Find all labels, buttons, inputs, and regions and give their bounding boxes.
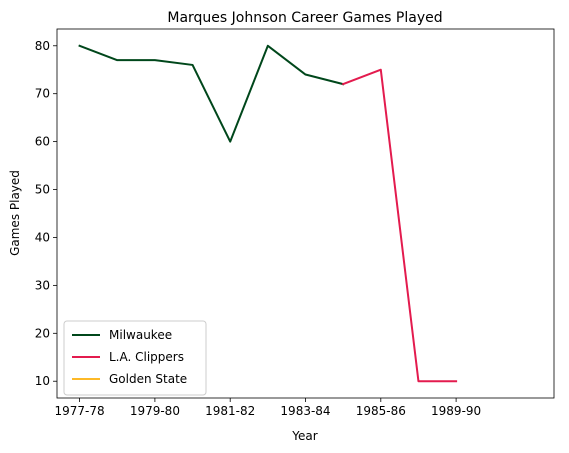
series-line-milwaukee: [78, 44, 345, 143]
series-line-l-a-clippers: [341, 68, 458, 383]
x-tick-label: 1983-84: [280, 404, 330, 418]
legend: Milwaukee L.A. Clippers Golden State: [63, 320, 207, 396]
plot-area: [78, 44, 458, 383]
legend-label: Milwaukee: [109, 328, 172, 342]
x-tick-label: 1981-82: [205, 404, 255, 418]
y-tick-label: 70: [35, 87, 50, 101]
y-tick-label: 20: [35, 326, 50, 340]
y-tick-label: 60: [35, 135, 50, 149]
x-tick-label: 1977-78: [55, 404, 105, 418]
x-tick-label: 1979-80: [130, 404, 180, 418]
y-tick-label: 50: [35, 183, 50, 197]
y-axis-ticks: 10 20 30 40 50 60 70 80: [35, 39, 57, 388]
x-axis-ticks: 1977-78 1979-80 1981-82 1983-84 1985-86 1989-…: [55, 398, 481, 418]
y-tick-label: 80: [35, 39, 50, 53]
y-tick-label: 10: [35, 374, 50, 388]
y-tick-label: 40: [35, 230, 50, 244]
legend-label: Golden State: [109, 372, 187, 386]
legend-label: L.A. Clippers: [109, 350, 184, 364]
y-axis-label: Games Played: [8, 170, 22, 256]
legend-box: [63, 320, 207, 396]
x-tick-label: 1989-90: [431, 404, 481, 418]
x-tick-label: 1985-86: [356, 404, 406, 418]
y-tick-label: 30: [35, 278, 50, 292]
chart-title: Marques Johnson Career Games Played: [167, 10, 442, 26]
x-axis-label: Year: [291, 429, 317, 443]
